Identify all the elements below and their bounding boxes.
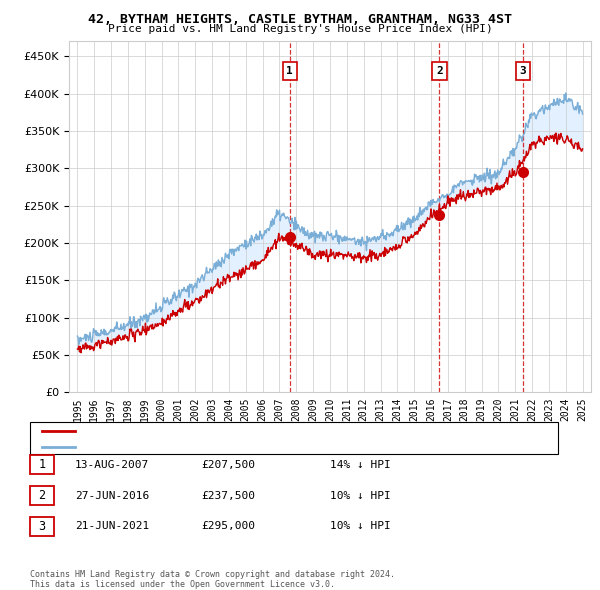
Text: 42, BYTHAM HEIGHTS, CASTLE BYTHAM, GRANTHAM, NG33 4ST (detached house): 42, BYTHAM HEIGHTS, CASTLE BYTHAM, GRANT… (81, 427, 492, 436)
Text: 1: 1 (38, 458, 46, 471)
Text: 1: 1 (286, 66, 293, 76)
Text: 3: 3 (520, 66, 527, 76)
Text: 3: 3 (38, 520, 46, 533)
Text: 42, BYTHAM HEIGHTS, CASTLE BYTHAM, GRANTHAM, NG33 4ST: 42, BYTHAM HEIGHTS, CASTLE BYTHAM, GRANT… (88, 13, 512, 26)
Text: 14% ↓ HPI: 14% ↓ HPI (330, 460, 391, 470)
Text: HPI: Average price, detached house, South Kesteven: HPI: Average price, detached house, Sout… (81, 442, 375, 451)
Text: 27-JUN-2016: 27-JUN-2016 (75, 491, 149, 500)
Text: 10% ↓ HPI: 10% ↓ HPI (330, 491, 391, 500)
Text: £237,500: £237,500 (201, 491, 255, 500)
Text: 10% ↓ HPI: 10% ↓ HPI (330, 522, 391, 531)
Text: Contains HM Land Registry data © Crown copyright and database right 2024.
This d: Contains HM Land Registry data © Crown c… (30, 570, 395, 589)
Text: 21-JUN-2021: 21-JUN-2021 (75, 522, 149, 531)
Text: 2: 2 (436, 66, 443, 76)
Text: £295,000: £295,000 (201, 522, 255, 531)
Text: 13-AUG-2007: 13-AUG-2007 (75, 460, 149, 470)
Text: 2: 2 (38, 489, 46, 502)
Text: £207,500: £207,500 (201, 460, 255, 470)
Text: Price paid vs. HM Land Registry's House Price Index (HPI): Price paid vs. HM Land Registry's House … (107, 24, 493, 34)
